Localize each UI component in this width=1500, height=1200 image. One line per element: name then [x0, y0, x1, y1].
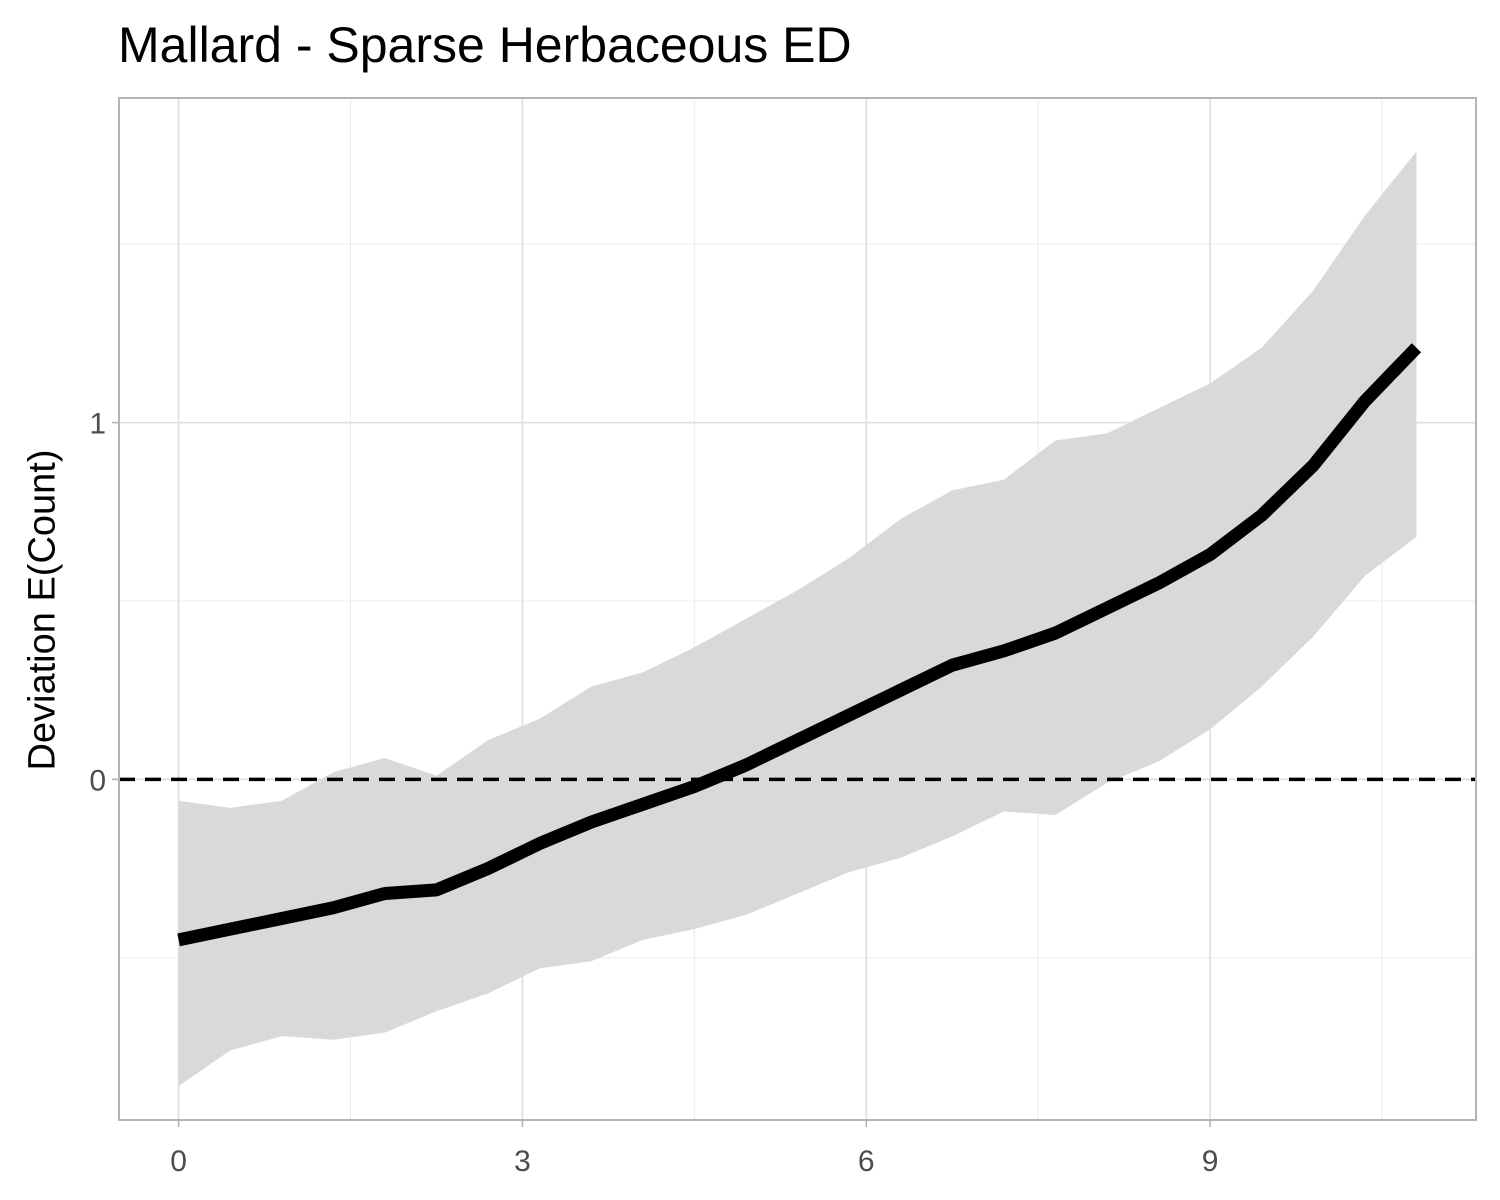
panel-border: [118, 97, 1477, 1121]
chart-title: Mallard - Sparse Herbaceous ED: [118, 17, 852, 73]
series-line: [177, 343, 1422, 947]
x-axis-ticks: 0 3 6 9: [170, 1120, 1218, 1178]
confidence-band: [178, 151, 1417, 1087]
x-tick-label: 9: [1202, 1145, 1219, 1178]
confidence-band-layer: [178, 151, 1417, 1087]
x-tick-label: 3: [514, 1145, 531, 1178]
y-axis-ticks: 01: [89, 408, 119, 797]
x-tick-label: 6: [858, 1145, 875, 1178]
x-tick-label: 0: [170, 1145, 187, 1178]
y-tick-label: 0: [89, 764, 106, 797]
series-line-layer: [177, 343, 1422, 947]
y-tick-label: 1: [89, 408, 106, 441]
